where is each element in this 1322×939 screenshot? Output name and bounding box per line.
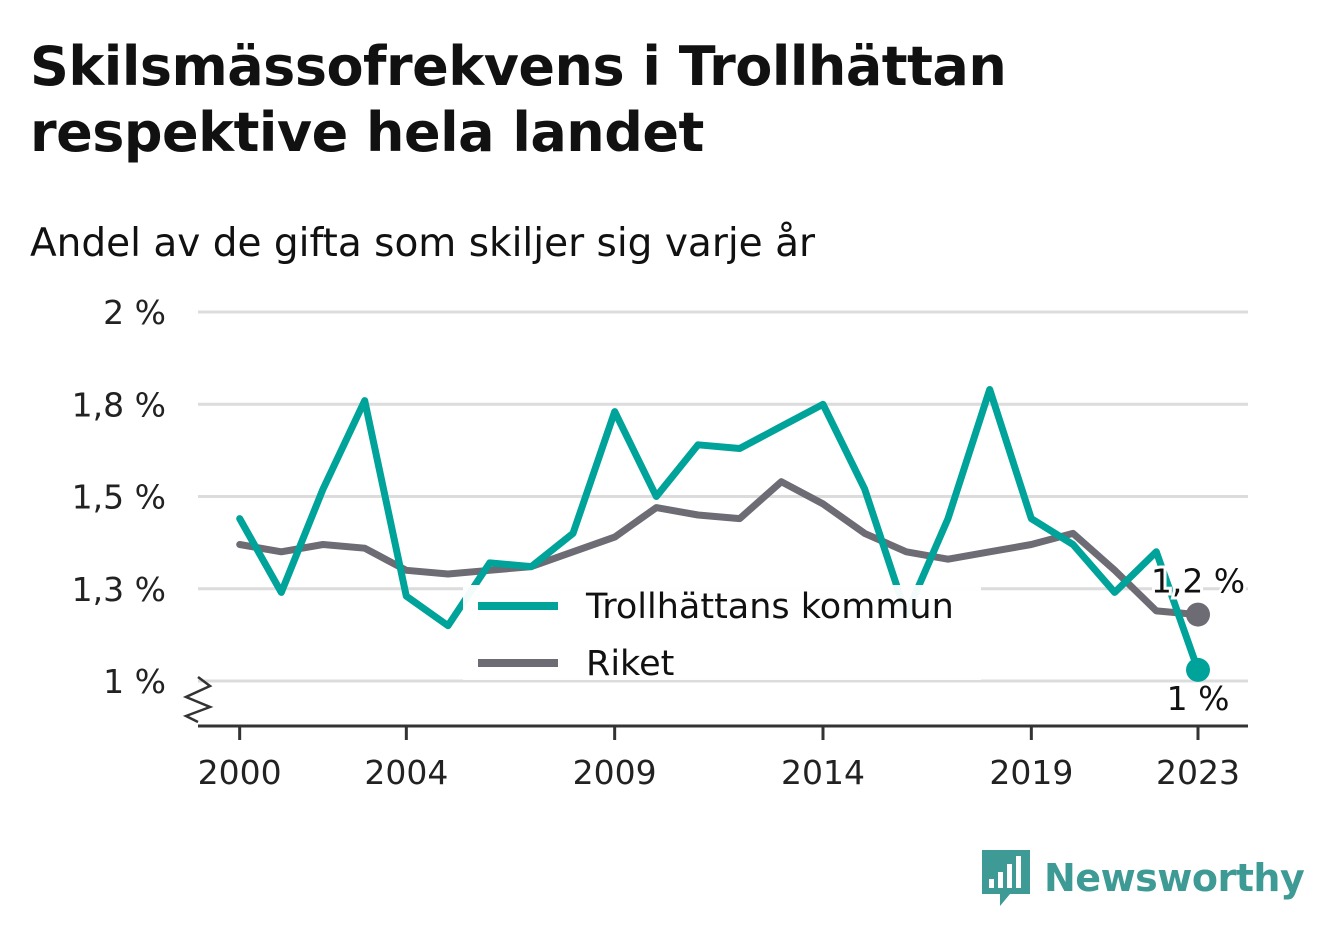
brand-name: Newsworthy <box>1044 856 1305 900</box>
series-lines <box>236 386 1202 674</box>
end-label-trollhattan: 1 % <box>1167 679 1230 718</box>
y-axis-ticks: 1 % 1,3 % 1,5 % 1,8 % 2 % <box>72 293 166 701</box>
x-tick-label: 2014 <box>781 753 865 792</box>
end-label-riket: 1,2 % <box>1151 562 1245 601</box>
x-axis-ticks: 2000 2004 2009 2014 2019 2023 <box>198 726 1240 792</box>
x-tick-label: 2023 <box>1156 753 1240 792</box>
chart-subtitle: Andel av de gifta som skiljer sig varje … <box>30 221 816 266</box>
y-tick-label: 1,8 % <box>72 385 166 424</box>
axes <box>182 676 1248 728</box>
x-tick-label: 2004 <box>364 753 448 792</box>
y-tick-label: 1,3 % <box>72 570 166 609</box>
chart-title: Skilsmässofrekvens i Trollhättan respekt… <box>30 35 1007 164</box>
end-point-riket <box>1186 602 1210 627</box>
end-point-trollhattan <box>1186 657 1210 682</box>
y-tick-label: 1 % <box>103 662 166 701</box>
end-points: 1,2 % 1 % <box>1148 559 1248 721</box>
legend-label: Riket <box>586 644 674 684</box>
legend: Trollhättans kommun Riket <box>463 585 981 684</box>
series-line-trollhattan <box>236 386 1202 674</box>
axis-break-icon <box>182 676 214 724</box>
grid-lines <box>198 310 1248 683</box>
x-tick-label: 2019 <box>989 753 1073 792</box>
newsworthy-logo-icon <box>982 850 1030 906</box>
y-tick-label: 1,5 % <box>72 478 166 517</box>
legend-label: Trollhättans kommun <box>585 587 954 627</box>
y-tick-label: 2 % <box>103 293 166 332</box>
newsworthy-logo: Newsworthy <box>980 848 1305 908</box>
x-tick-label: 2000 <box>198 753 282 792</box>
x-tick-label: 2009 <box>573 753 657 792</box>
